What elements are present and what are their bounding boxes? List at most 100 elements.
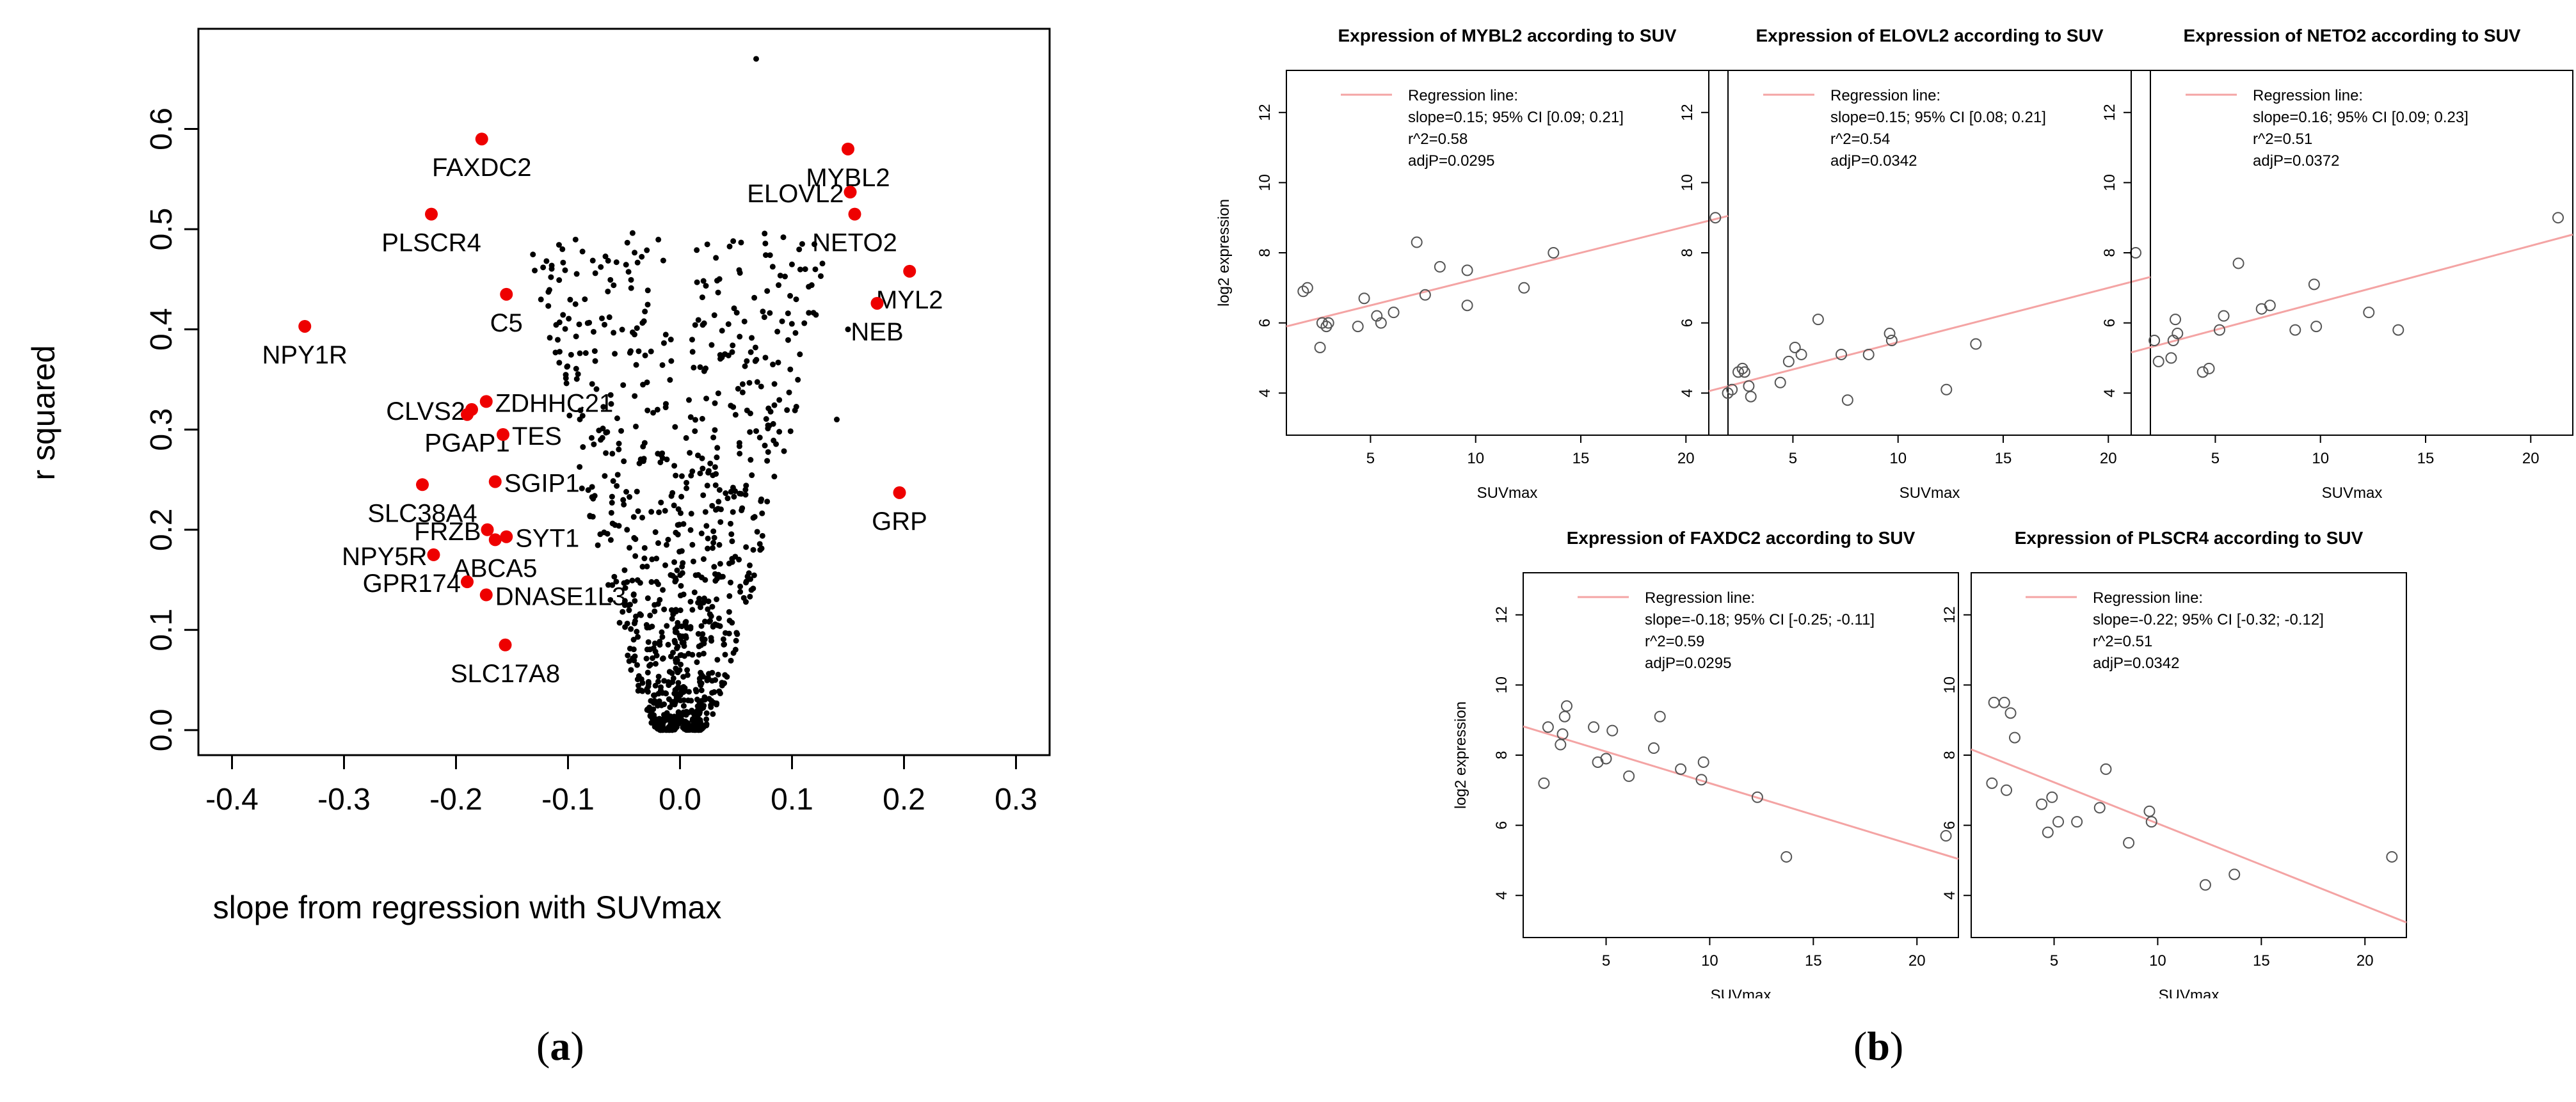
- gene-point-slc38a4: [416, 478, 429, 491]
- gene-label-gpr174: GPR174: [363, 570, 461, 598]
- background-point: [716, 487, 723, 493]
- xtick-label: 15: [1805, 952, 1822, 970]
- data-point: [2130, 247, 2141, 259]
- background-point: [649, 556, 655, 563]
- background-point: [559, 246, 566, 252]
- background-point: [700, 465, 706, 472]
- data-point: [2152, 355, 2164, 367]
- ytick-label: 10: [2101, 174, 2118, 191]
- background-point: [600, 426, 606, 432]
- background-point: [751, 572, 757, 579]
- data-point: [1986, 777, 1998, 789]
- background-point: [624, 239, 630, 246]
- background-point: [680, 724, 687, 730]
- background-point: [737, 269, 743, 276]
- background-point: [639, 688, 646, 694]
- background-point: [777, 273, 783, 279]
- background-point: [700, 702, 706, 708]
- background-point: [787, 292, 794, 299]
- data-point: [2228, 868, 2241, 881]
- xtick-label: 10: [2312, 450, 2329, 467]
- background-point: [628, 667, 634, 673]
- background-point: [743, 544, 749, 550]
- background-point: [616, 446, 622, 452]
- background-point: [754, 529, 760, 535]
- background-point: [712, 677, 719, 683]
- gene-label-zdhhc21: ZDHHC21: [495, 389, 613, 417]
- background-point: [635, 634, 641, 640]
- background-point: [564, 363, 571, 369]
- background-point: [683, 435, 689, 441]
- background-point: [776, 397, 783, 403]
- data-point: [1780, 850, 1793, 863]
- background-point: [781, 448, 787, 454]
- background-point: [771, 474, 778, 480]
- background-point: [687, 527, 694, 533]
- gene-point-zdhhc21: [479, 395, 493, 408]
- data-point: [1352, 321, 1364, 333]
- background-point: [545, 303, 552, 309]
- ytick-label: 8: [1256, 248, 1274, 257]
- background-point: [695, 600, 701, 606]
- background-point: [556, 360, 563, 366]
- volcano-ytick-label: 0.0: [145, 708, 179, 751]
- background-point: [689, 651, 696, 658]
- background-point: [631, 535, 637, 541]
- volcano-xtick-label: 0.1: [771, 783, 813, 817]
- volcano-axes: -0.4 -0.3 -0.2 -0.1 0.0 0.1 0.2 0.3 0.0 0.1 0.2 0.3…: [145, 28, 1051, 817]
- background-point: [673, 577, 679, 583]
- background-point: [696, 651, 702, 658]
- background-point: [750, 547, 756, 553]
- background-point: [716, 499, 722, 505]
- background-point: [701, 641, 707, 647]
- background-point: [553, 322, 559, 328]
- data-point: [2071, 816, 2083, 828]
- background-point: [734, 631, 740, 637]
- regression-chart-plscr4: Expression of PLSCR4 according to SUV 5 10…: [1941, 528, 2407, 998]
- ytick-label: 6: [1679, 319, 1696, 327]
- background-point: [657, 639, 663, 645]
- background-point: [699, 415, 705, 422]
- background-point: [639, 253, 645, 260]
- background-point: [577, 464, 583, 470]
- background-point: [705, 598, 712, 605]
- data-point: [1542, 721, 1554, 733]
- ytick-label: 10: [1256, 174, 1274, 191]
- background-point: [700, 631, 706, 637]
- background-point: [697, 364, 703, 371]
- background-point: [630, 646, 637, 653]
- data-point: [2310, 321, 2323, 333]
- background-point: [730, 238, 737, 244]
- data-point: [2232, 257, 2244, 269]
- background-point: [765, 449, 771, 455]
- background-point: [687, 450, 693, 456]
- background-point: [638, 612, 644, 618]
- background-point: [750, 515, 756, 521]
- background-point: [576, 321, 582, 328]
- background-point: [736, 556, 742, 563]
- background-point: [682, 710, 688, 716]
- background-point: [731, 493, 737, 500]
- chart-title: Expression of ELOVL2 according to SUV: [1756, 26, 2104, 45]
- background-point: [652, 640, 658, 646]
- background-point: [767, 310, 773, 316]
- xtick-label: 20: [1677, 450, 1695, 467]
- background-point: [742, 363, 748, 369]
- background-point: [573, 365, 579, 372]
- background-point: [653, 555, 660, 562]
- gene-label-sgip1: SGIP1: [504, 470, 580, 498]
- background-point: [644, 669, 651, 676]
- data-point: [1782, 355, 1795, 367]
- background-point: [687, 625, 694, 632]
- gene-point-mybl2: [842, 142, 854, 156]
- background-point: [770, 362, 776, 368]
- background-point: [663, 691, 669, 697]
- background-point: [545, 289, 552, 295]
- data-point: [1623, 770, 1635, 782]
- gene-label-neb: NEB: [851, 318, 903, 346]
- background-point: [705, 545, 711, 552]
- background-point: [733, 637, 739, 644]
- background-point: [621, 580, 627, 586]
- background-point: [834, 417, 840, 423]
- background-point: [709, 502, 716, 509]
